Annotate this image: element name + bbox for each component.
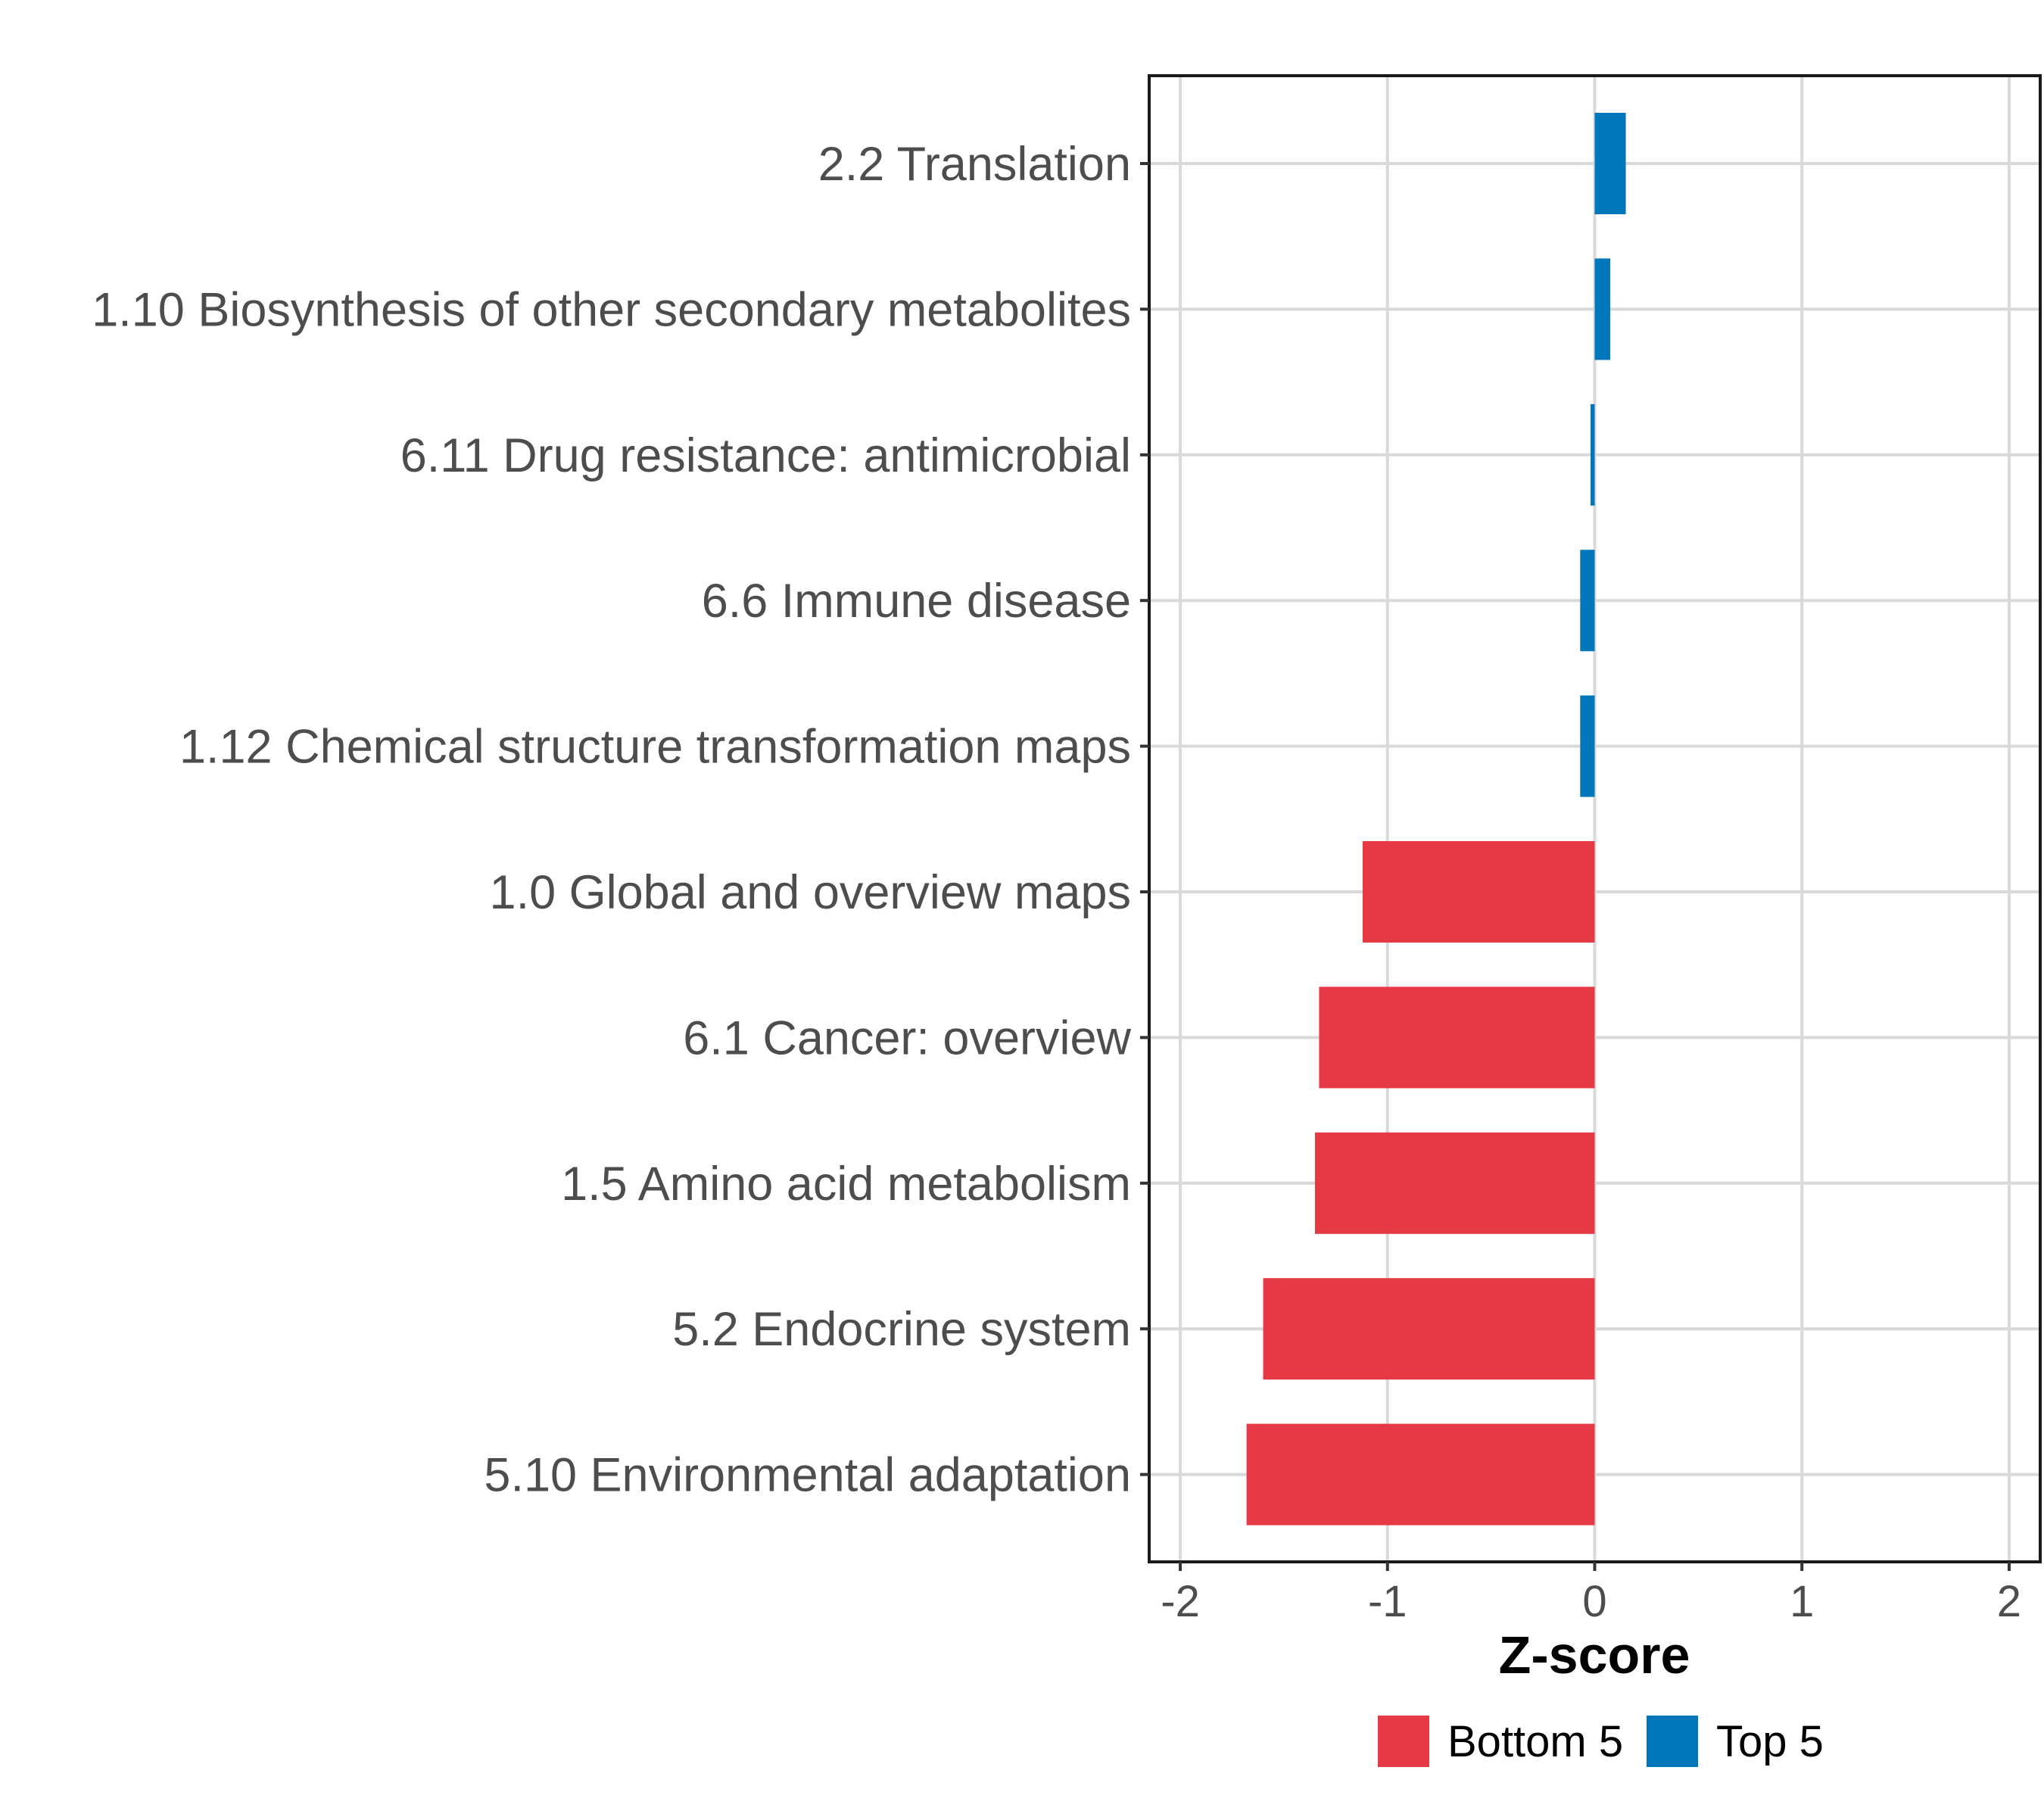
category-label: 5.2 Endocrine system	[672, 1303, 1131, 1356]
y-axis: 2.2 Translation 1.10 Biosynthesis of othe…	[92, 138, 1149, 1502]
category-label: 6.11 Drug resistance: antimicrobial	[400, 429, 1131, 482]
category-label: 6.1 Cancer: overview	[683, 1011, 1131, 1064]
bar-3	[1591, 404, 1595, 506]
x-axis-title: Z-score	[1499, 1625, 1690, 1685]
bar-6	[1362, 841, 1595, 943]
x-tick-label: -1	[1368, 1577, 1407, 1626]
x-tick-label: 2	[1997, 1577, 2021, 1626]
legend-swatch	[1647, 1716, 1698, 1767]
legend-swatch	[1378, 1716, 1429, 1767]
category-label: 1.5 Amino acid metabolism	[561, 1158, 1131, 1211]
bar-8	[1314, 1132, 1595, 1234]
legend: Bottom 5 Top 5	[1378, 1716, 1824, 1767]
category-label: 1.0 Global and overview maps	[490, 866, 1131, 919]
x-tick-label: 0	[1582, 1577, 1606, 1626]
category-label: 1.12 Chemical structure transformation m…	[179, 721, 1131, 774]
x-axis: -2 -1 0 1 2	[1161, 1562, 2021, 1626]
category-label: 1.10 Biosynthesis of other secondary met…	[92, 283, 1131, 336]
legend-label: Bottom 5	[1447, 1717, 1623, 1766]
bar-1	[1594, 113, 1626, 214]
category-label: 5.10 Environmental adaptation	[484, 1449, 1131, 1502]
bar-10	[1246, 1423, 1595, 1526]
bar-5	[1580, 695, 1595, 797]
legend-label: Top 5	[1716, 1717, 1824, 1766]
bar-9	[1263, 1278, 1595, 1380]
bar-layer	[1246, 113, 1626, 1526]
category-label: 2.2 Translation	[818, 138, 1131, 191]
category-label: 6.6 Immune disease	[702, 575, 1131, 628]
bar-4	[1580, 550, 1595, 652]
x-tick-label: 1	[1790, 1577, 1814, 1626]
x-tick-label: -2	[1161, 1577, 1200, 1626]
bar-7	[1319, 986, 1595, 1089]
bar-2	[1594, 258, 1611, 360]
